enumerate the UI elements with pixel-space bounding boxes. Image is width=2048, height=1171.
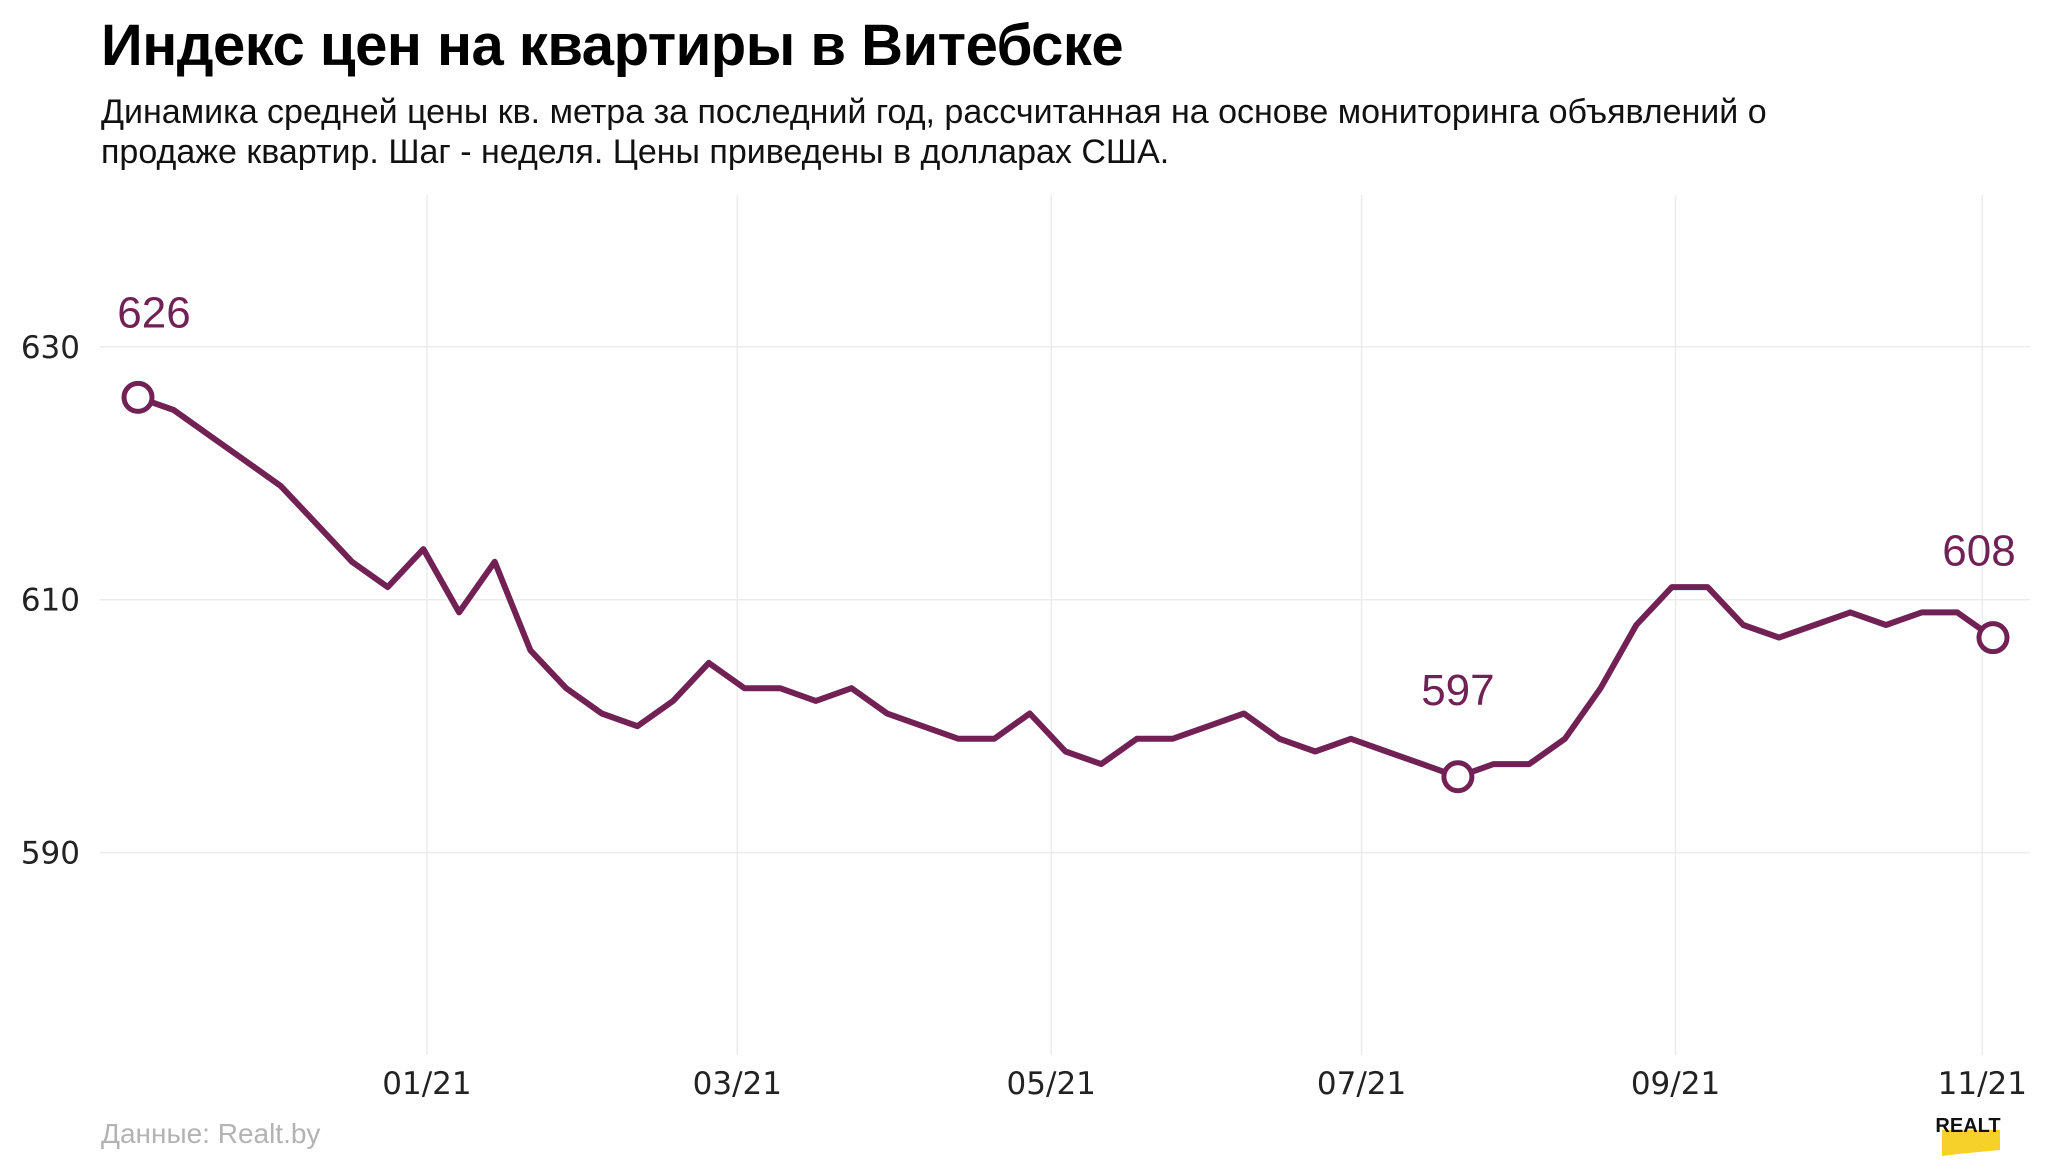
source-note: Данные: Realt.by xyxy=(101,1118,321,1149)
y-tick-label: 590 xyxy=(21,836,80,872)
x-axis-ticks: 01/21 03/21 05/21 07/21 09/21 11/21 xyxy=(382,1066,2027,1102)
annotation-label: 597 xyxy=(1421,666,1494,715)
x-tick-label: 11/21 xyxy=(1938,1066,2027,1102)
y-tick-label: 630 xyxy=(21,330,80,366)
x-tick-label: 01/21 xyxy=(382,1066,471,1102)
chart-subtitle: Динамика средней цены кв. метра за после… xyxy=(101,93,1767,171)
x-tick-label: 09/21 xyxy=(1631,1066,1720,1102)
annotation-label: 608 xyxy=(1942,527,2015,576)
x-tick-label: 03/21 xyxy=(693,1066,782,1102)
realt-logo: REALT xyxy=(1935,1115,2001,1156)
grid xyxy=(100,195,2030,1055)
annotation-marker xyxy=(1976,621,2010,655)
x-tick-label: 07/21 xyxy=(1317,1066,1406,1102)
y-tick-label: 610 xyxy=(21,583,80,619)
logo-shape xyxy=(1942,1130,2000,1156)
price-line xyxy=(135,394,1996,780)
annotations: 626 597 608 xyxy=(117,288,2016,794)
y-axis-ticks: 590 610 630 xyxy=(21,330,80,872)
x-tick-label: 05/21 xyxy=(1007,1066,1096,1102)
annotation-marker xyxy=(121,380,155,414)
annotation-label: 626 xyxy=(117,288,190,337)
logo-text: REALT xyxy=(1935,1115,2000,1137)
chart-title: Индекс цен на квартиры в Витебске xyxy=(101,13,1124,78)
annotation-marker xyxy=(1441,760,1475,794)
